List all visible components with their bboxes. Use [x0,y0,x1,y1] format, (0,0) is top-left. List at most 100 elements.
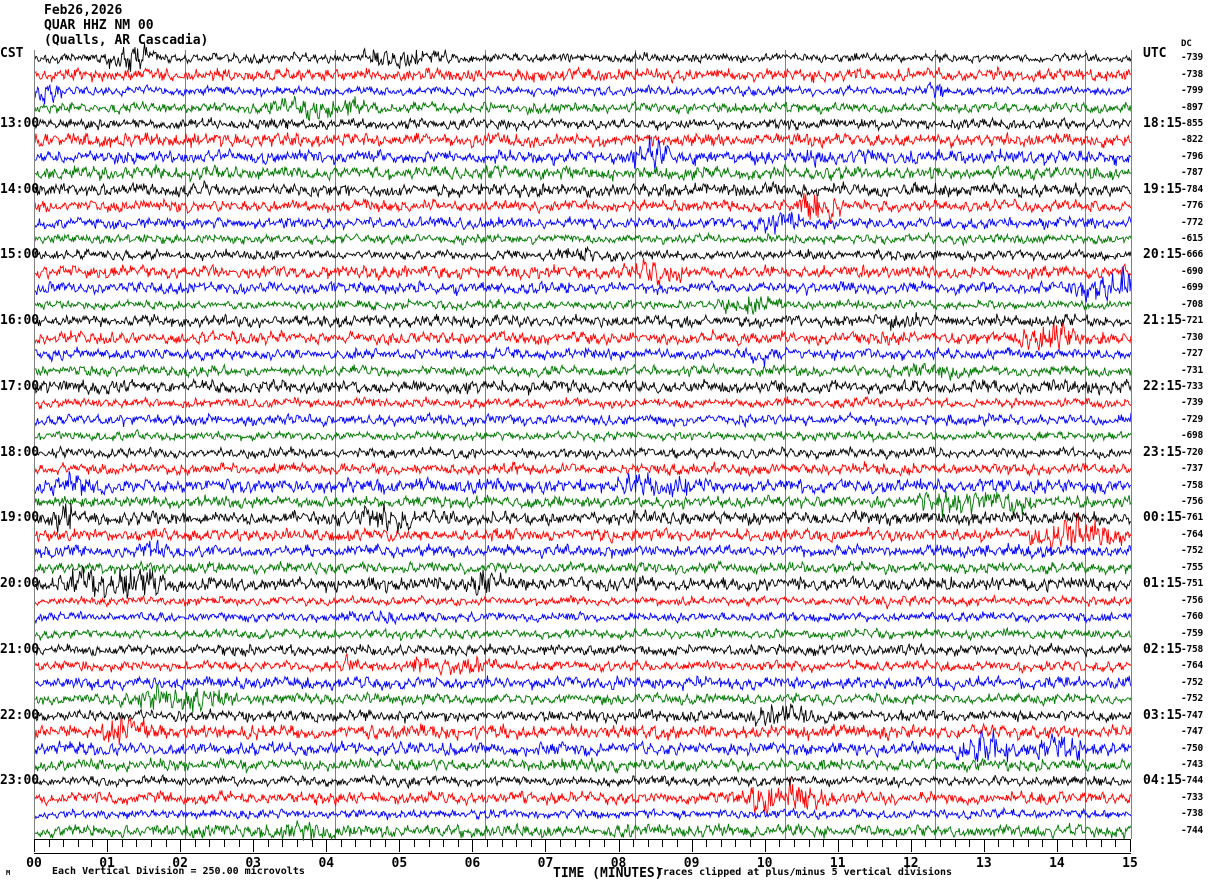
x-axis-tick-label: 15 [1122,856,1138,871]
x-axis-minor-tick [662,839,664,847]
seismogram-trace [35,102,1131,146]
cst-time-label: 16:00 [0,313,40,329]
x-axis-minor-tick [136,839,138,847]
dc-value: -799 [1181,85,1204,97]
seismogram-trace [35,168,1131,212]
dc-value: -739 [1181,52,1204,64]
dc-value: -747 [1181,709,1204,721]
seismogram-trace [35,661,1131,705]
dc-value: -743 [1181,759,1204,771]
seismogram-trace [35,694,1131,738]
x-axis-minor-tick [77,839,79,847]
seismogram-trace [35,546,1131,590]
dc-value: -756 [1181,594,1204,606]
x-axis-tick-label: 11 [829,856,846,871]
cst-time-label: 15:00 [0,247,40,263]
cst-time-label: 14:00 [0,181,40,197]
magnitude-marker: M [6,869,11,877]
utc-time-label: 00:15 [1143,510,1183,526]
dc-value: -729 [1181,413,1204,425]
dc-value: -855 [1181,117,1204,129]
seismogram-trace [35,201,1131,245]
x-axis-minor-tick [428,839,430,847]
dc-value: -731 [1181,364,1204,376]
dc-value: -698 [1181,430,1204,442]
seismogram-trace [35,480,1131,524]
seismogram-trace [35,184,1131,228]
seismogram-trace [35,529,1131,573]
clip-note: Traces clipped at plus/minus 5 vertical … [657,867,953,878]
header-channel: QUAR HHZ NM 00 [44,18,154,33]
x-axis-minor-tick [881,839,883,847]
seismogram-trace [35,628,1131,672]
seismogram-trace [35,579,1131,623]
dc-value: -750 [1181,742,1204,754]
dc-value: -796 [1181,150,1204,162]
x-axis-tick-label: 06 [464,856,481,871]
x-axis-minor-tick [121,839,123,847]
x-axis-minor-tick [1013,839,1015,847]
dc-value: -721 [1181,315,1204,327]
dc-value: -772 [1181,216,1204,228]
x-axis-minor-tick [501,839,503,847]
seismogram-plot-area[interactable] [34,43,1132,841]
x-axis-minor-tick [413,839,415,847]
x-axis-tick-label: 08 [610,856,627,871]
vertical-gridline [484,50,486,839]
dc-value: -752 [1181,693,1204,705]
x-axis-minor-tick [779,839,781,847]
seismogram-trace [35,283,1131,327]
dc-value: -738 [1181,808,1204,820]
seismogram-trace [35,118,1131,162]
x-axis-major-tick [326,839,328,852]
x-axis-minor-tick [150,839,152,847]
dc-value: -761 [1181,512,1204,524]
x-axis-major-tick [837,839,839,852]
cst-time-label: 21:00 [0,641,40,657]
x-axis-minor-tick [603,839,605,847]
seismogram-trace [35,595,1131,639]
seismogram-trace [35,332,1131,376]
utc-time-label: 19:15 [1143,181,1183,197]
seismogram-trace [35,151,1131,195]
seismogram-trace [35,431,1131,475]
seismogram-trace [35,464,1131,508]
dc-value: -764 [1181,660,1204,672]
dc-value: -752 [1181,545,1204,557]
x-axis-minor-tick [896,839,898,847]
x-axis-major-tick [1130,839,1131,852]
x-axis-minor-tick [706,839,708,847]
dc-value: -776 [1181,200,1204,212]
x-axis-minor-tick [1027,839,1029,847]
x-axis-tick-label: 05 [391,856,408,871]
header-date: Feb26,2026 [44,3,123,18]
dc-value: -760 [1181,611,1204,623]
x-axis-minor-tick [223,839,225,847]
seismogram-trace [35,134,1131,179]
vertical-gridline [634,50,636,839]
dc-value: -727 [1181,348,1204,360]
dc-value: -758 [1181,643,1204,655]
x-axis-tick-strip [34,839,1131,853]
x-axis-tick-label: 12 [902,856,919,871]
dc-value: -822 [1181,134,1204,146]
utc-time-label: 02:15 [1143,641,1183,657]
x-axis-tick-label: 10 [756,856,773,871]
utc-time-label: 03:15 [1143,707,1183,723]
x-axis-major-tick [107,839,109,852]
x-axis-minor-tick [516,839,518,847]
vertical-gridline [334,50,336,839]
seismogram-trace [35,759,1131,803]
x-axis-minor-tick [750,839,752,847]
dc-value: -758 [1181,479,1204,491]
x-axis-minor-tick [530,839,532,847]
x-axis-major-tick [910,839,912,852]
x-axis-major-tick [34,839,35,852]
dc-value: -755 [1181,561,1204,573]
seismogram-trace [35,743,1131,787]
dc-value: -737 [1181,463,1204,475]
dc-column-label: DC [1181,39,1192,49]
dc-value: -730 [1181,331,1204,343]
dc-value: -897 [1181,101,1204,113]
x-axis-minor-tick [238,839,240,847]
